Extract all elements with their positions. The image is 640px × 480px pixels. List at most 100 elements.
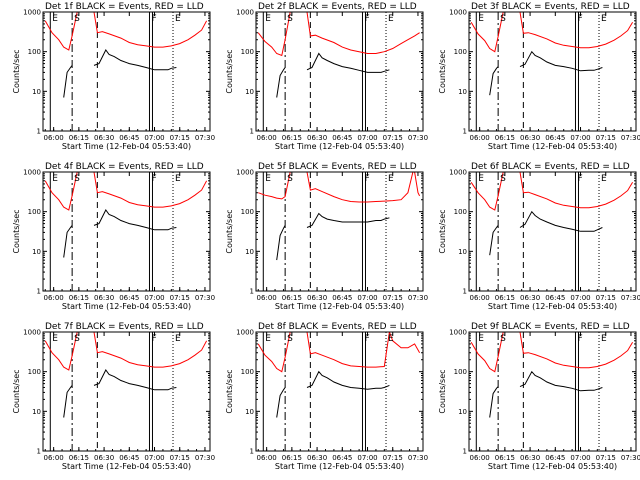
x-tick-label: 07:30 bbox=[621, 294, 640, 302]
series-line-events bbox=[489, 370, 603, 418]
y-axis-label: Counts/sec bbox=[438, 49, 447, 93]
y-axis-label: Counts/sec bbox=[438, 369, 447, 413]
plot-frame bbox=[255, 171, 424, 292]
x-tick-label: 07:15 bbox=[596, 294, 616, 302]
y-tick-label: 1 bbox=[463, 128, 467, 136]
y-tick-label: 1 bbox=[250, 288, 254, 296]
x-tick-label: 06:00 bbox=[257, 134, 277, 142]
y-axis-label: Counts/sec bbox=[225, 49, 234, 93]
x-tick-label: 06:30 bbox=[520, 134, 540, 142]
x-tick-label: 06:00 bbox=[470, 134, 490, 142]
x-axis-label: Start Time (12-Feb-04 05:53:40) bbox=[62, 462, 191, 471]
y-tick-label: 100 bbox=[28, 208, 41, 216]
marker-label: E bbox=[601, 334, 607, 344]
x-tick-label: 07:00 bbox=[144, 294, 164, 302]
x-tick-label: 06:45 bbox=[119, 454, 139, 462]
marker-label: E bbox=[478, 14, 484, 24]
x-axis-label: Start Time (12-Feb-04 05:53:40) bbox=[275, 462, 404, 471]
marker-label: E bbox=[388, 334, 394, 344]
x-tick-label: 06:30 bbox=[307, 134, 327, 142]
y-tick-label: 1 bbox=[37, 288, 41, 296]
x-tick-label: 07:15 bbox=[596, 134, 616, 142]
chart-panel-1: Det 1f BLACK = Events, RED = LLD E S F E 06:0… bbox=[12, 2, 215, 151]
marker-label: F bbox=[577, 14, 582, 24]
series-line-lld bbox=[257, 12, 420, 57]
series-line-events bbox=[63, 209, 177, 258]
series-line-lld bbox=[258, 172, 421, 203]
marker-label: E bbox=[175, 174, 181, 184]
series-line-events bbox=[276, 370, 390, 418]
x-tick-label: 06:00 bbox=[257, 454, 277, 462]
series-line-lld bbox=[257, 332, 421, 373]
marker-label: F bbox=[577, 174, 582, 184]
plot-area bbox=[470, 172, 634, 291]
y-tick-label: 1 bbox=[250, 128, 254, 136]
x-axis-label: Start Time (12-Feb-04 05:53:40) bbox=[275, 142, 404, 151]
x-tick-label: 06:15 bbox=[69, 454, 89, 462]
y-tick-label: 1 bbox=[37, 448, 41, 456]
x-tick-label: 06:30 bbox=[307, 294, 327, 302]
x-tick-label: 07:30 bbox=[195, 134, 215, 142]
x-tick-label: 07:00 bbox=[570, 454, 590, 462]
x-tick-label: 06:30 bbox=[94, 454, 114, 462]
x-tick-label: 07:30 bbox=[621, 134, 640, 142]
x-tick-label: 06:00 bbox=[44, 134, 64, 142]
series-line-events bbox=[489, 210, 603, 256]
y-tick-label: 1000 bbox=[449, 9, 467, 17]
x-tick-label: 07:15 bbox=[170, 294, 190, 302]
y-tick-label: 100 bbox=[241, 368, 254, 376]
plot-area bbox=[44, 12, 208, 131]
y-tick-label: 10 bbox=[458, 408, 467, 416]
y-tick-label: 1 bbox=[463, 288, 467, 296]
x-tick-label: 06:30 bbox=[520, 454, 540, 462]
marker-label: E bbox=[52, 174, 58, 184]
plot-area bbox=[44, 172, 208, 291]
x-tick-label: 07:30 bbox=[408, 454, 428, 462]
x-tick-label: 06:15 bbox=[282, 294, 302, 302]
x-tick-label: 07:30 bbox=[408, 134, 428, 142]
marker-label: S bbox=[74, 14, 80, 24]
x-tick-label: 07:15 bbox=[170, 454, 190, 462]
x-tick-label: 06:00 bbox=[257, 294, 277, 302]
x-tick-label: 07:00 bbox=[357, 454, 377, 462]
chart-panel-9: Det 9f BLACK = Events, RED = LLD E S F E 06:0… bbox=[438, 322, 640, 471]
x-tick-label: 07:00 bbox=[570, 134, 590, 142]
y-tick-label: 1000 bbox=[23, 169, 41, 177]
x-tick-label: 06:00 bbox=[470, 454, 490, 462]
x-tick-label: 06:15 bbox=[495, 454, 515, 462]
plot-area bbox=[470, 332, 634, 451]
x-tick-label: 06:30 bbox=[94, 294, 114, 302]
x-tick-label: 06:45 bbox=[545, 134, 565, 142]
x-tick-label: 06:45 bbox=[332, 454, 352, 462]
x-tick-label: 07:00 bbox=[144, 454, 164, 462]
y-tick-label: 10 bbox=[245, 88, 254, 96]
y-tick-label: 1000 bbox=[23, 329, 41, 337]
series-line-events bbox=[63, 369, 177, 418]
y-tick-label: 100 bbox=[454, 48, 467, 56]
plot-area bbox=[258, 172, 421, 291]
marker-label: E bbox=[478, 334, 484, 344]
marker-label: E bbox=[388, 174, 394, 184]
y-tick-label: 100 bbox=[28, 48, 41, 56]
marker-label: S bbox=[74, 174, 80, 184]
panel-title: Det 8f BLACK = Events, RED = LLD bbox=[258, 322, 417, 332]
y-tick-label: 10 bbox=[458, 248, 467, 256]
x-tick-label: 07:15 bbox=[383, 134, 403, 142]
x-tick-label: 07:30 bbox=[408, 294, 428, 302]
x-tick-label: 06:45 bbox=[119, 294, 139, 302]
x-tick-label: 06:00 bbox=[44, 454, 64, 462]
series-line-lld bbox=[470, 12, 634, 53]
chart-panel-7: Det 7f BLACK = Events, RED = LLD E S F E 06:0… bbox=[12, 322, 215, 471]
x-tick-label: 06:45 bbox=[545, 454, 565, 462]
x-tick-label: 07:30 bbox=[195, 454, 215, 462]
x-tick-label: 07:15 bbox=[170, 134, 190, 142]
x-tick-label: 07:30 bbox=[621, 454, 640, 462]
x-tick-label: 07:00 bbox=[357, 294, 377, 302]
x-tick-label: 06:00 bbox=[44, 294, 64, 302]
marker-label: E bbox=[265, 14, 271, 24]
plot-frame bbox=[42, 11, 211, 132]
x-tick-label: 07:00 bbox=[357, 134, 377, 142]
marker-label: F bbox=[364, 174, 369, 184]
marker-label: S bbox=[500, 174, 506, 184]
